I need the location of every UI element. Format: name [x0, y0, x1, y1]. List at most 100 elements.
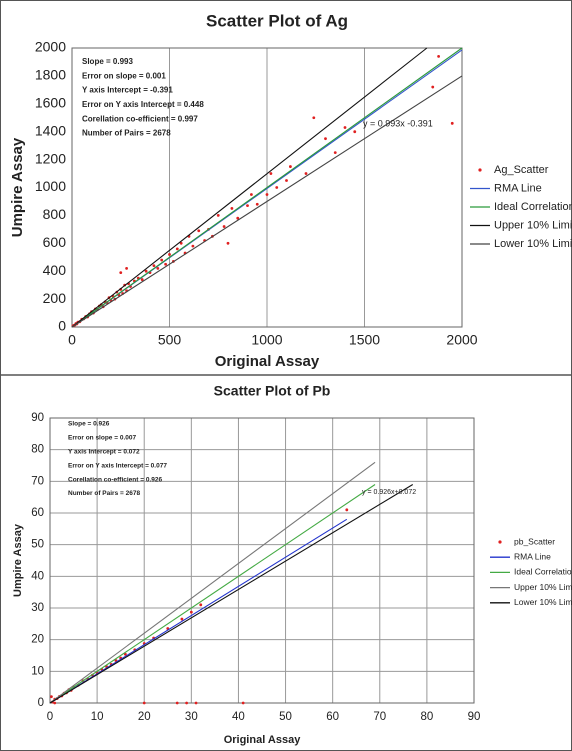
- data-point: [180, 617, 184, 621]
- stats-annotation: Number of Pairs = 2678: [68, 490, 140, 497]
- data-point: [230, 207, 234, 210]
- data-point: [437, 54, 440, 58]
- data-point: [152, 264, 156, 268]
- legend-marker: [498, 540, 502, 544]
- data-point: [50, 695, 53, 699]
- data-point: [226, 241, 230, 245]
- data-point: [140, 278, 144, 281]
- y-tick-label: 0: [58, 318, 66, 334]
- data-point: [345, 508, 349, 512]
- data-point: [119, 271, 123, 274]
- series-line: [49, 518, 348, 704]
- legend-label: Upper 10% Limit: [514, 582, 572, 592]
- data-point: [164, 262, 168, 266]
- legend-label: RMA Line: [494, 182, 542, 194]
- series-line: [49, 484, 414, 704]
- stats-annotation: Number of Pairs = 2678: [82, 129, 171, 138]
- x-tick-label: 30: [185, 711, 198, 723]
- stats-annotation: Slope = 0.993: [82, 57, 133, 66]
- equation-annotation: y = 0.993x -0.391: [363, 118, 433, 128]
- legend-marker: [478, 168, 482, 172]
- data-point: [275, 186, 279, 189]
- stats-annotation: Corellation co-efficient = 0.926: [68, 476, 162, 483]
- data-point: [168, 253, 171, 256]
- data-point: [175, 247, 179, 251]
- stats-annotation: Error on slope = 0.007: [68, 435, 136, 442]
- chart-title: Scatter Plot of Ag: [206, 11, 348, 30]
- y-tick-label: 600: [43, 234, 67, 250]
- data-point: [236, 216, 240, 220]
- x-tick-label: 60: [326, 711, 339, 723]
- series-line: [49, 484, 376, 704]
- x-tick-label: 90: [468, 711, 481, 723]
- data-point: [343, 126, 347, 129]
- data-point: [222, 225, 226, 228]
- data-point: [123, 652, 127, 656]
- y-tick-label: 70: [31, 475, 44, 487]
- y-tick-label: 60: [31, 507, 44, 519]
- data-point: [53, 701, 57, 705]
- legend-label: pb_Scatter: [514, 536, 555, 546]
- data-point: [241, 701, 245, 705]
- data-point: [125, 267, 128, 270]
- data-point: [333, 151, 337, 155]
- x-tick-label: 0: [47, 711, 53, 723]
- x-tick-label: 1000: [251, 332, 282, 348]
- x-tick-label: 1500: [349, 332, 380, 348]
- y-tick-label: 800: [43, 206, 67, 222]
- legend-label: RMA Line: [514, 551, 551, 561]
- stats-annotation: Error on slope = 0.001: [82, 71, 166, 80]
- data-point: [142, 701, 146, 705]
- chart-title: Scatter Plot of Pb: [214, 383, 331, 399]
- y-tick-label: 80: [31, 444, 44, 456]
- data-point: [216, 214, 220, 217]
- x-tick-label: 500: [158, 332, 182, 348]
- data-point: [289, 165, 292, 168]
- y-tick-label: 20: [31, 634, 44, 646]
- x-tick-label: 20: [138, 711, 151, 723]
- data-point: [304, 172, 308, 175]
- data-point: [185, 701, 189, 705]
- y-tick-label: 1000: [35, 178, 66, 194]
- x-axis-label: Original Assay: [224, 734, 302, 746]
- data-point: [265, 193, 269, 196]
- y-tick-label: 1800: [35, 67, 66, 83]
- y-tick-label: 1600: [35, 95, 66, 111]
- plot-frame: [71, 47, 463, 328]
- data-point: [255, 202, 259, 206]
- data-point: [175, 701, 179, 705]
- data-point: [189, 610, 193, 614]
- legend-label: Lower 10% Limit: [494, 238, 572, 250]
- x-tick-label: 40: [232, 711, 245, 723]
- x-axis-label: Original Assay: [215, 353, 320, 370]
- legend-label: Ideal Correlation: [494, 201, 572, 213]
- stats-annotation: Y axis Intercept = -0.391: [82, 86, 173, 95]
- legend-label: Lower 10% Limit: [514, 597, 572, 607]
- data-point: [179, 241, 183, 245]
- y-tick-label: 400: [43, 262, 67, 278]
- data-point: [194, 701, 198, 705]
- stats-annotation: Corellation co-efficient = 0.997: [82, 114, 198, 123]
- data-point: [160, 258, 164, 262]
- data-point: [285, 179, 288, 182]
- y-tick-label: 90: [31, 412, 44, 424]
- stats-annotation: Y axis Intercept = 0.072: [68, 449, 140, 456]
- y-tick-label: 0: [38, 697, 44, 709]
- stats-annotation: Slope = 0.926: [68, 421, 110, 428]
- y-tick-label: 200: [43, 290, 67, 306]
- data-point: [191, 244, 195, 248]
- series-line: [71, 47, 428, 328]
- data-point: [269, 172, 273, 175]
- x-tick-label: 0: [68, 332, 76, 348]
- data-point: [199, 603, 203, 607]
- y-tick-label: 40: [31, 570, 44, 582]
- stats-annotation: Error on Y axis Intercept = 0.448: [82, 100, 204, 109]
- data-point: [197, 229, 201, 233]
- data-point: [250, 193, 253, 196]
- data-point: [324, 137, 327, 141]
- legend-label: Ag_Scatter: [494, 164, 549, 176]
- series-line: [71, 47, 463, 328]
- x-tick-label: 2000: [446, 332, 477, 348]
- data-point: [312, 116, 316, 120]
- series-line: [49, 461, 376, 704]
